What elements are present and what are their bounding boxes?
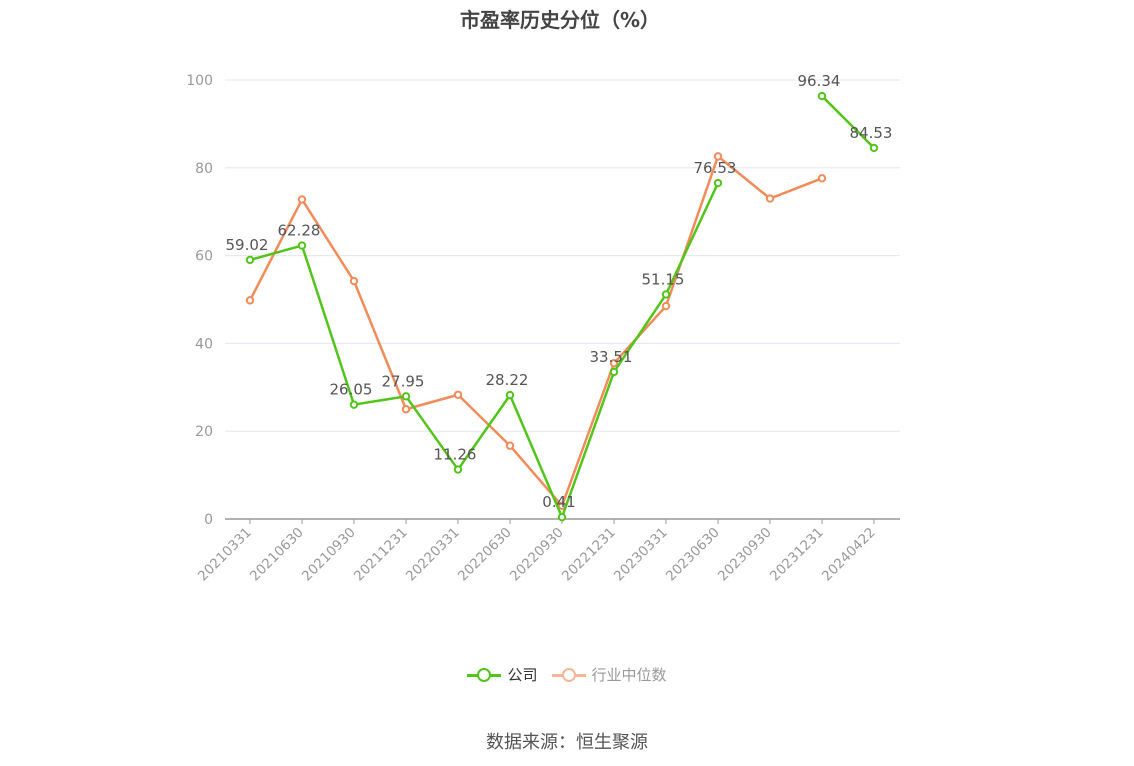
company-point	[609, 367, 619, 377]
x-tick-label: 20220331	[403, 525, 463, 585]
company-point	[557, 513, 567, 522]
company-data-label: 11.26	[434, 446, 477, 464]
company-point	[817, 91, 827, 101]
x-tick-label: 20231231	[767, 525, 827, 585]
company-point	[453, 465, 463, 474]
company-data-label: 76.53	[694, 159, 737, 177]
industry-point	[765, 194, 775, 203]
company-data-label: 84.53	[850, 124, 893, 142]
industry-point	[297, 195, 307, 204]
company-data-label: 27.95	[382, 372, 425, 390]
industry-point	[401, 405, 411, 414]
y-axis-tick-labels: 0 20 40 60 80 100	[186, 73, 213, 528]
x-tick-label: 20240422	[819, 525, 879, 585]
company-data-label: 51.15	[642, 270, 685, 288]
industry-point	[349, 276, 359, 286]
legend-company-marker	[467, 667, 502, 682]
industry-point	[661, 301, 671, 311]
company-data-label: 28.22	[486, 371, 529, 389]
legend-item-industry[interactable]: 行业中位数	[551, 664, 667, 685]
data-source-note: 数据来源：恒生聚源	[486, 732, 648, 753]
x-tick-label: 20210930	[299, 525, 359, 585]
company-data-label: 0.41	[542, 493, 575, 511]
industry-point	[505, 441, 515, 450]
company-data-label: 26.05	[330, 381, 373, 399]
company-point	[713, 178, 723, 188]
x-tick-label: 20211231	[351, 525, 411, 585]
x-axis-tick-labels: 2021033120210630202109302021123120220331…	[195, 525, 879, 585]
industry-point	[245, 296, 255, 305]
company-point	[401, 392, 411, 401]
y-tick-label: 100	[186, 73, 213, 89]
x-tick-label: 20210331	[195, 525, 255, 585]
series-lines	[245, 91, 879, 522]
chart-title: 市盈率历史分位（%）	[459, 8, 661, 32]
company-point	[505, 390, 515, 400]
x-tick-label: 20230331	[611, 525, 671, 585]
x-tick-label: 20210630	[247, 525, 307, 585]
x-tick-label: 20230930	[715, 525, 775, 585]
industry-point	[817, 174, 827, 183]
legend-company-label: 公司	[507, 666, 538, 684]
company-point	[297, 241, 307, 250]
legend-industry-label: 行业中位数	[591, 666, 667, 684]
x-tick-label: 20220930	[507, 525, 567, 585]
x-tick-label: 20230630	[663, 525, 723, 585]
y-tick-label: 80	[195, 161, 213, 177]
grid-lines	[225, 79, 900, 432]
company-line	[249, 182, 720, 519]
company-point	[245, 255, 255, 265]
industry-point	[713, 152, 723, 161]
company-data-label: 33.51	[590, 348, 633, 366]
data-labels: 59.02 62.28 26.05 27.95 11.26 28.22 0.41 33.51 5…	[226, 72, 893, 511]
industry-line	[248, 155, 823, 508]
x-tick-label: 20220630	[455, 525, 515, 585]
industry-point	[453, 390, 463, 399]
company-data-label: 62.28	[278, 222, 321, 240]
x-tick-label: 20221231	[559, 525, 619, 585]
company-point	[661, 290, 671, 299]
company-point	[349, 400, 359, 409]
company-data-label: 59.02	[226, 236, 269, 254]
legend-industry-marker	[551, 667, 586, 682]
y-tick-label: 40	[195, 336, 213, 352]
company-line	[821, 95, 875, 149]
legend-item-company[interactable]: 公司	[467, 664, 538, 685]
legend: 公司 行业中位数	[0, 664, 1134, 685]
y-tick-label: 20	[195, 424, 213, 440]
y-tick-label: 0	[204, 512, 213, 528]
company-data-label: 96.34	[798, 72, 841, 90]
industry-point	[609, 358, 619, 368]
y-tick-label: 60	[195, 249, 213, 265]
company-point	[869, 143, 879, 153]
